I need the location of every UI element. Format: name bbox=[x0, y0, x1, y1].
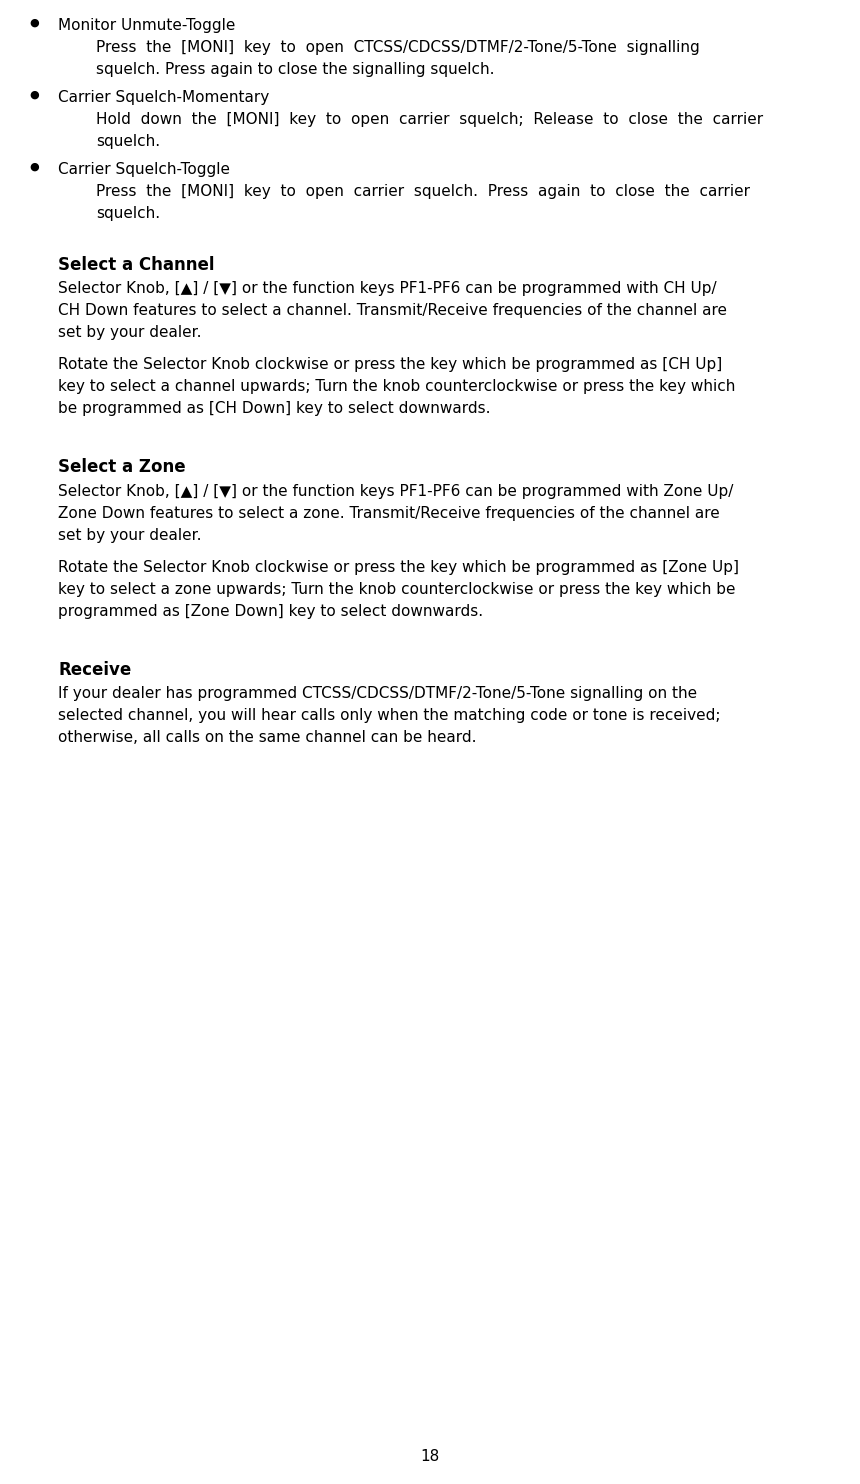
Text: 18: 18 bbox=[421, 1448, 439, 1465]
Text: ●: ● bbox=[29, 162, 40, 172]
Text: Press  the  [MONI]  key  to  open  carrier  squelch.  Press  again  to  close  t: Press the [MONI] key to open carrier squ… bbox=[96, 184, 750, 199]
Text: Select a Channel: Select a Channel bbox=[58, 257, 215, 275]
Text: programmed as [Zone Down] key to select downwards.: programmed as [Zone Down] key to select … bbox=[58, 604, 483, 619]
Text: be programmed as [CH Down] key to select downwards.: be programmed as [CH Down] key to select… bbox=[58, 401, 491, 417]
Text: key to select a channel upwards; Turn the knob counterclockwise or press the key: key to select a channel upwards; Turn th… bbox=[58, 380, 736, 395]
Text: Rotate the Selector Knob clockwise or press the key which be programmed as [CH U: Rotate the Selector Knob clockwise or pr… bbox=[58, 358, 722, 372]
Text: Press  the  [MONI]  key  to  open  CTCSS/CDCSS/DTMF/2-Tone/5-Tone  signalling: Press the [MONI] key to open CTCSS/CDCSS… bbox=[96, 40, 700, 55]
Text: If your dealer has programmed CTCSS/CDCSS/DTMF/2-Tone/5-Tone signalling on the: If your dealer has programmed CTCSS/CDCS… bbox=[58, 686, 697, 702]
Text: CH Down features to select a channel. Transmit/Receive frequencies of the channe: CH Down features to select a channel. Tr… bbox=[58, 303, 728, 318]
Text: Zone Down features to select a zone. Transmit/Receive frequencies of the channel: Zone Down features to select a zone. Tra… bbox=[58, 506, 720, 521]
Text: set by your dealer.: set by your dealer. bbox=[58, 528, 202, 543]
Text: Receive: Receive bbox=[58, 660, 132, 680]
Text: Carrier Squelch-Toggle: Carrier Squelch-Toggle bbox=[58, 162, 230, 177]
Text: squelch. Press again to close the signalling squelch.: squelch. Press again to close the signal… bbox=[96, 62, 494, 77]
Text: Rotate the Selector Knob clockwise or press the key which be programmed as [Zone: Rotate the Selector Knob clockwise or pr… bbox=[58, 559, 740, 574]
Text: ●: ● bbox=[29, 18, 40, 28]
Text: Monitor Unmute-Toggle: Monitor Unmute-Toggle bbox=[58, 18, 236, 33]
Text: selected channel, you will hear calls only when the matching code or tone is rec: selected channel, you will hear calls on… bbox=[58, 708, 721, 723]
Text: Carrier Squelch-Momentary: Carrier Squelch-Momentary bbox=[58, 91, 270, 105]
Text: set by your dealer.: set by your dealer. bbox=[58, 325, 202, 340]
Text: squelch.: squelch. bbox=[96, 206, 161, 221]
Text: Hold  down  the  [MONI]  key  to  open  carrier  squelch;  Release  to  close  t: Hold down the [MONI] key to open carrier… bbox=[96, 111, 764, 128]
Text: key to select a zone upwards; Turn the knob counterclockwise or press the key wh: key to select a zone upwards; Turn the k… bbox=[58, 582, 736, 597]
Text: ●: ● bbox=[29, 91, 40, 99]
Text: squelch.: squelch. bbox=[96, 134, 161, 148]
Text: Select a Zone: Select a Zone bbox=[58, 459, 186, 476]
Text: Selector Knob, [▲] / [▼] or the function keys PF1-PF6 can be programmed with CH : Selector Knob, [▲] / [▼] or the function… bbox=[58, 282, 717, 297]
Text: otherwise, all calls on the same channel can be heard.: otherwise, all calls on the same channel… bbox=[58, 730, 477, 745]
Text: Selector Knob, [▲] / [▼] or the function keys PF1-PF6 can be programmed with Zon: Selector Knob, [▲] / [▼] or the function… bbox=[58, 484, 734, 499]
